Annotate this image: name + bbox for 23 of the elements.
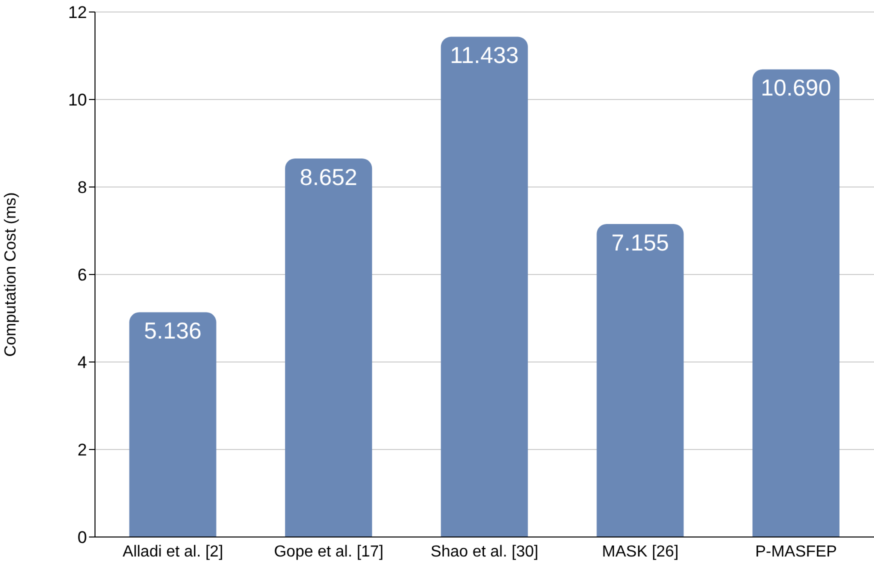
y-tick-label: 10 (68, 90, 87, 110)
data-label: 8.652 (300, 164, 358, 190)
x-tick-label: P-MASFEP (755, 543, 837, 560)
bar (440, 36, 528, 537)
data-label: 11.433 (450, 42, 519, 68)
y-tick-label: 6 (78, 266, 87, 285)
y-tick-label: 2 (78, 440, 87, 460)
y-tick-label: 4 (78, 353, 87, 372)
data-label: 10.690 (760, 74, 832, 101)
bar (596, 224, 684, 537)
data-label: 5.136 (144, 318, 202, 344)
bar (285, 158, 372, 537)
x-tick-label: Shao et al. [30] (430, 543, 538, 560)
x-tick-label: Alladi et al. [2] (122, 543, 224, 560)
data-label: 7.155 (611, 229, 669, 256)
y-tick-label: 8 (78, 178, 87, 198)
y-axis-title: Computation Cost (ms) (2, 192, 20, 357)
bar (129, 312, 216, 537)
x-tick-label: Gope et al. [17] (274, 543, 384, 560)
y-tick-label: 12 (68, 3, 87, 22)
bar (752, 69, 840, 537)
y-tick-label: 0 (78, 528, 87, 548)
x-tick-label: MASK [26] (602, 543, 679, 560)
